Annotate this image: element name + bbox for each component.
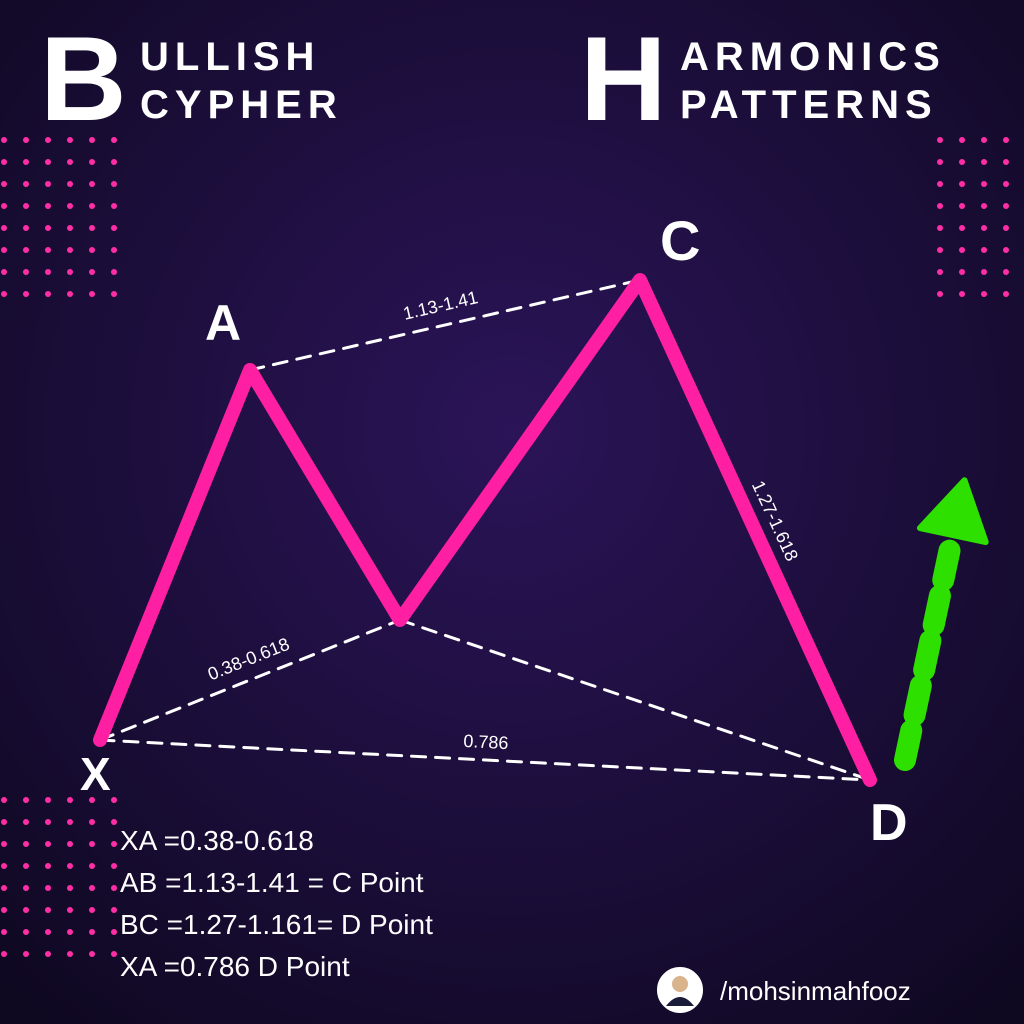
- point-label-X: X: [80, 748, 111, 800]
- point-label-D: D: [870, 794, 908, 852]
- rules-line: XA =0.38-0.618: [120, 825, 314, 856]
- infographic-root: BULLISHCYPHERHARMONICSPATTERNSXACD0.38-0…: [0, 0, 1024, 1024]
- title-right-line1: ARMONICS: [680, 35, 946, 79]
- rules-line: BC =1.27-1.161= D Point: [120, 909, 433, 940]
- title-right-initial: H: [580, 12, 667, 146]
- title-left-initial: B: [40, 12, 127, 146]
- ratio-label-text: 0.786: [463, 731, 509, 753]
- rules-line: XA =0.786 D Point: [120, 951, 350, 982]
- rules-line: AB =1.13-1.41 = C Point: [120, 867, 424, 898]
- point-label-A: A: [205, 295, 241, 351]
- title-right-line2: PATTERNS: [680, 83, 938, 127]
- infographic-svg: BULLISHCYPHERHARMONICSPATTERNSXACD0.38-0…: [0, 0, 1024, 1024]
- author-handle[interactable]: /mohsinmahfooz: [720, 976, 911, 1006]
- ratio-label: 0.786: [463, 731, 509, 753]
- title-left-line2: CYPHER: [140, 83, 343, 127]
- point-label-C: C: [660, 209, 700, 272]
- title-left-line1: ULLISH: [140, 35, 320, 79]
